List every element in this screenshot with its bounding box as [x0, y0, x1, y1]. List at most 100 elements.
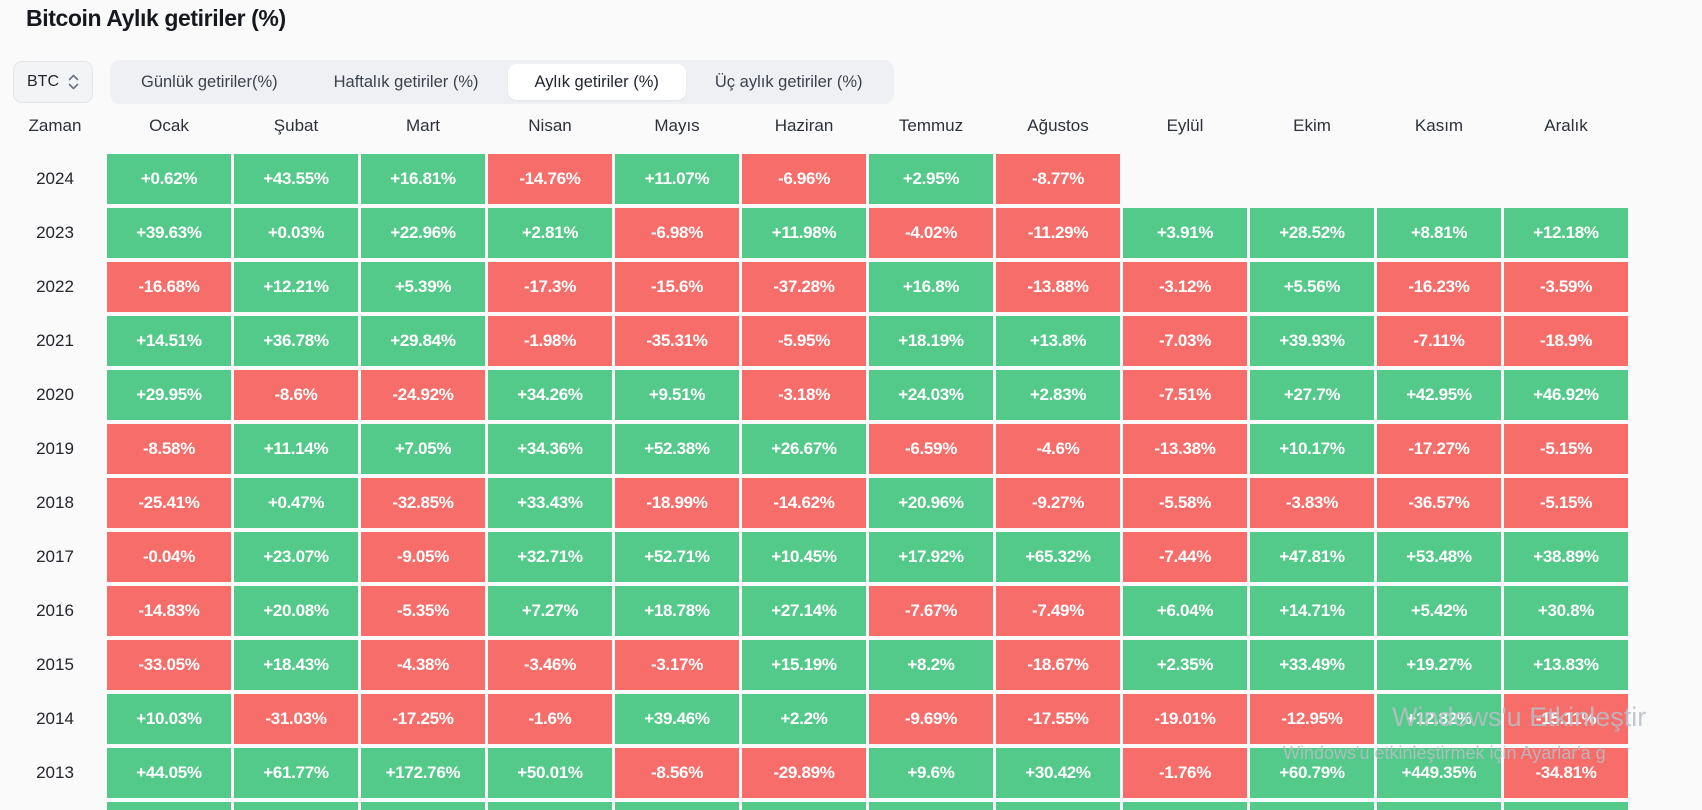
coin-selector[interactable]: BTC [13, 61, 93, 103]
return-cell: -3.12% [1123, 262, 1247, 312]
return-cell: +53.48% [1377, 532, 1501, 582]
return-cell: -8.6% [234, 370, 358, 420]
return-cell: +6.04% [1123, 586, 1247, 636]
return-cell: -5.95% [742, 316, 866, 366]
return-cell: -19.01% [1123, 694, 1247, 744]
return-cell [361, 802, 485, 810]
return-cell: +44.05% [107, 748, 231, 798]
return-cell: +19.27% [1377, 640, 1501, 690]
return-cell: +18.43% [234, 640, 358, 690]
return-cell: +11.07% [615, 154, 739, 204]
month-column-header: Ekim [1293, 116, 1331, 135]
return-cell: +0.62% [107, 154, 231, 204]
return-cell: -7.51% [1123, 370, 1247, 420]
tab-weekly-returns[interactable]: Haftalık getiriler (%) [333, 73, 479, 91]
return-cell: -3.83% [1250, 478, 1374, 528]
tab-bar: Günlük getiriler(%) Haftalık getiriler (%… [110, 60, 894, 104]
return-cell: -7.67% [869, 586, 993, 636]
return-cell: -9.27% [996, 478, 1120, 528]
tab-daily-returns[interactable]: Günlük getiriler(%) [141, 73, 278, 91]
time-column-header: Zaman [28, 116, 82, 135]
controls-bar: BTC Günlük getiriler(%) Haftalık getirile… [13, 60, 894, 104]
return-cell: +24.03% [869, 370, 993, 420]
return-cell: +13.8% [996, 316, 1120, 366]
year-label: 2020 [36, 385, 74, 404]
return-cell: +2.95% [869, 154, 993, 204]
return-cell [869, 802, 993, 810]
return-cell: +22.96% [361, 208, 485, 258]
year-label: 2018 [36, 493, 74, 512]
return-cell: -9.69% [869, 694, 993, 744]
return-cell: -8.56% [615, 748, 739, 798]
return-cell: +3.91% [1123, 208, 1247, 258]
return-cell: +0.03% [234, 208, 358, 258]
table-row: 2022 -16.68% +12.21% +5.39% -17.3% -15.6% -37.… [6, 262, 1636, 312]
month-column-header: Ağustos [1027, 116, 1089, 135]
return-cell: +39.93% [1250, 316, 1374, 366]
return-cell: -4.6% [996, 424, 1120, 474]
month-column-header: Ocak [149, 116, 189, 135]
return-cell: +34.36% [488, 424, 612, 474]
table-row: 2024 +0.62% +43.55% +16.81% -14.76% +11.07% -6… [6, 154, 1636, 204]
tab-monthly-returns[interactable]: Aylık getiriler (%) [507, 64, 686, 100]
year-label: 2023 [36, 223, 74, 242]
year-label: 2013 [36, 763, 74, 782]
return-cell: -3.59% [1504, 262, 1628, 312]
return-cell: +12.18% [1504, 208, 1628, 258]
year-label [6, 802, 104, 810]
return-cell: +29.95% [107, 370, 231, 420]
returns-table: Zaman Ocak Şubat Mart Nisan Mayıs Haziran Temmu… [6, 106, 1636, 810]
return-cell: -16.23% [1377, 262, 1501, 312]
return-cell: -4.02% [869, 208, 993, 258]
return-cell: -8.58% [107, 424, 231, 474]
return-cell: +60.79% [1250, 748, 1374, 798]
month-column-header: Mayıs [654, 116, 700, 135]
return-cell [1123, 154, 1247, 204]
return-cell: +449.35% [1377, 748, 1501, 798]
return-cell [996, 802, 1120, 810]
table-row: 2014 +10.03% -31.03% -17.25% -1.6% +39.46% +2.… [6, 694, 1636, 744]
return-cell: -5.58% [1123, 478, 1247, 528]
return-cell: +172.76% [361, 748, 485, 798]
table-row: 2016 -14.83% +20.08% -5.35% +7.27% +18.78% +27… [6, 586, 1636, 636]
return-cell [1377, 154, 1501, 204]
return-cell: +8.81% [1377, 208, 1501, 258]
return-cell: -8.77% [996, 154, 1120, 204]
tab-quarterly-returns[interactable]: Üç aylık getiriler (%) [714, 73, 863, 91]
table-row: 2018 -25.41% +0.47% -32.85% +33.43% -18.99% -1… [6, 478, 1636, 528]
return-cell: +7.27% [488, 586, 612, 636]
return-cell [1250, 802, 1374, 810]
return-cell: +32.71% [488, 532, 612, 582]
return-cell: -5.35% [361, 586, 485, 636]
return-cell: +2.81% [488, 208, 612, 258]
return-cell: -6.96% [742, 154, 866, 204]
windows-activation-watermark-line2: Windows'u etkinleştirmek için Ayarlar'a … [1283, 743, 1606, 763]
table-row: 2015 -33.05% +18.43% -4.38% -3.46% -3.17% +15.… [6, 640, 1636, 690]
return-cell: +11.14% [234, 424, 358, 474]
return-cell: -24.92% [361, 370, 485, 420]
return-cell: -7.49% [996, 586, 1120, 636]
return-cell: +11.98% [742, 208, 866, 258]
return-cell: +15.19% [742, 640, 866, 690]
return-cell: +18.19% [869, 316, 993, 366]
return-cell: -17.25% [361, 694, 485, 744]
return-cell: +33.43% [488, 478, 612, 528]
return-cell: -6.59% [869, 424, 993, 474]
return-cell: +23.07% [234, 532, 358, 582]
return-cell: +9.51% [615, 370, 739, 420]
return-cell: -31.03% [234, 694, 358, 744]
return-cell: +52.38% [615, 424, 739, 474]
return-cell [742, 802, 866, 810]
return-cell: +50.01% [488, 748, 612, 798]
return-cell: -33.05% [107, 640, 231, 690]
return-cell: -5.15% [1504, 478, 1628, 528]
table-row-partial [6, 802, 1636, 810]
return-cell [107, 802, 231, 810]
return-cell: +20.96% [869, 478, 993, 528]
year-label: 2015 [36, 655, 74, 674]
return-cell: +65.32% [996, 532, 1120, 582]
return-cell [1250, 154, 1374, 204]
return-cell: -14.83% [107, 586, 231, 636]
return-cell: -17.27% [1377, 424, 1501, 474]
table-row: 2013 +44.05% +61.77% +172.76% +50.01% -8.56% -… [6, 748, 1636, 798]
